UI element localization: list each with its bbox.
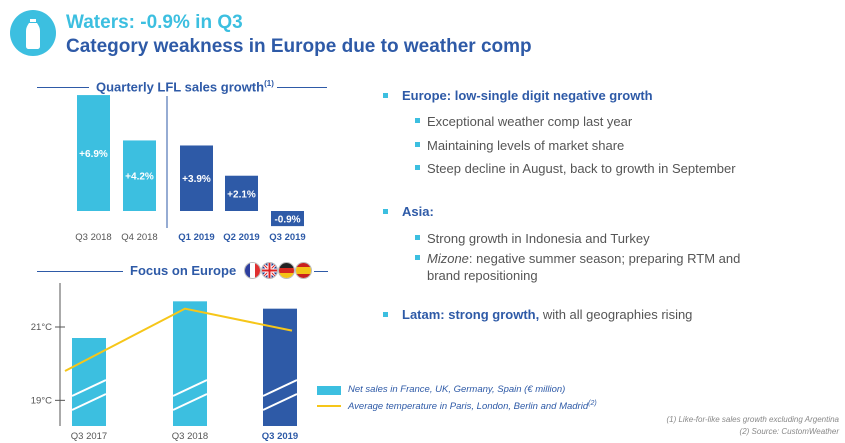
data-label: +3.9% xyxy=(182,174,211,185)
axis-break-mark xyxy=(71,379,107,397)
sub-bullet-text: Mizone: negative summer season; preparin… xyxy=(427,251,741,283)
bullet-asia-title: Asia: xyxy=(402,204,434,219)
germany-flag-icon xyxy=(278,262,295,279)
bullet-latam-text: Latam: strong growth, with all geographi… xyxy=(402,307,693,322)
legend-swatch-sales xyxy=(317,386,341,395)
x-tick-label: Q3 2019 xyxy=(262,431,298,442)
bullet-marker xyxy=(383,209,388,214)
bullet-europe-title: Europe: low-single digit negative growth xyxy=(402,88,653,103)
bullet-marker xyxy=(415,118,420,123)
x-tick-label: Q3 2018 xyxy=(172,431,208,442)
bar xyxy=(225,175,258,211)
chart2-title-rule-left xyxy=(37,271,123,272)
sub-bullet-text: Exceptional weather comp last year xyxy=(427,114,633,129)
temperature-line xyxy=(64,307,293,372)
bullet-marker xyxy=(383,93,388,98)
bar xyxy=(180,145,213,211)
data-label: +2.1% xyxy=(227,189,256,200)
chart2-title-rule-right xyxy=(314,271,328,272)
legend-label-temperature: Average temperature in Paris, London, Be… xyxy=(348,400,597,413)
x-tick-label: Q3 2018 xyxy=(75,232,111,243)
bullet-marker xyxy=(383,312,388,317)
x-tick-label: Q3 2019 xyxy=(269,232,305,243)
x-tick-label: Q2 2019 xyxy=(223,232,259,243)
data-label: +4.2% xyxy=(125,172,154,183)
water-bottle-icon xyxy=(10,10,56,56)
axis-break-mark xyxy=(71,393,107,411)
sub-bullet-text: Maintaining levels of market share xyxy=(427,138,625,153)
legend-swatch-temperature xyxy=(317,405,341,407)
axis-break-mark xyxy=(262,393,298,411)
bullet-marker xyxy=(415,235,420,240)
y-tick-label: 21°C xyxy=(31,322,52,333)
footnote-2: (2) Source: CustomWeather xyxy=(739,427,839,436)
chart2-title: Focus on Europe xyxy=(130,263,237,278)
commentary: Europe: low-single digit negative growth… xyxy=(383,0,843,443)
chart1-title-rule-right xyxy=(277,87,327,88)
page-title: Waters: -0.9% in Q3 xyxy=(66,12,243,33)
footnote-1: (1) Like-for-like sales growth excluding… xyxy=(666,415,839,424)
x-tick-label: Q3 2017 xyxy=(71,431,107,442)
x-tick-label: Q4 2018 xyxy=(121,232,157,243)
sub-bullet-text: Strong growth in Indonesia and Turkey xyxy=(427,231,650,246)
bullet-marker xyxy=(415,142,420,147)
legend-label-sales: Net sales in France, UK, Germany, Spain … xyxy=(348,384,566,395)
bar xyxy=(173,301,207,426)
spain-flag-icon xyxy=(295,262,312,279)
sub-bullet-text: Steep decline in August, back to growth … xyxy=(427,161,736,176)
axis-break-mark xyxy=(262,379,298,397)
data-label: -0.9% xyxy=(274,215,300,226)
bar xyxy=(77,95,110,211)
bar xyxy=(271,211,304,227)
data-label: +6.9% xyxy=(79,149,108,160)
chart1-title-rule-left xyxy=(37,87,89,88)
chart1-title: Quarterly LFL sales growth(1) xyxy=(96,79,274,95)
y-tick-label: 19°C xyxy=(31,395,52,406)
x-tick-label: Q1 2019 xyxy=(178,232,214,243)
page-subtitle: Category weakness in Europe due to weath… xyxy=(66,36,532,57)
bullet-marker xyxy=(415,165,420,170)
bar xyxy=(123,140,156,211)
uk-flag-icon xyxy=(261,262,278,279)
france-flag-icon xyxy=(244,262,261,279)
bullet-marker xyxy=(415,255,420,260)
axis-break-mark xyxy=(172,393,208,411)
axis-break-mark xyxy=(172,379,208,397)
